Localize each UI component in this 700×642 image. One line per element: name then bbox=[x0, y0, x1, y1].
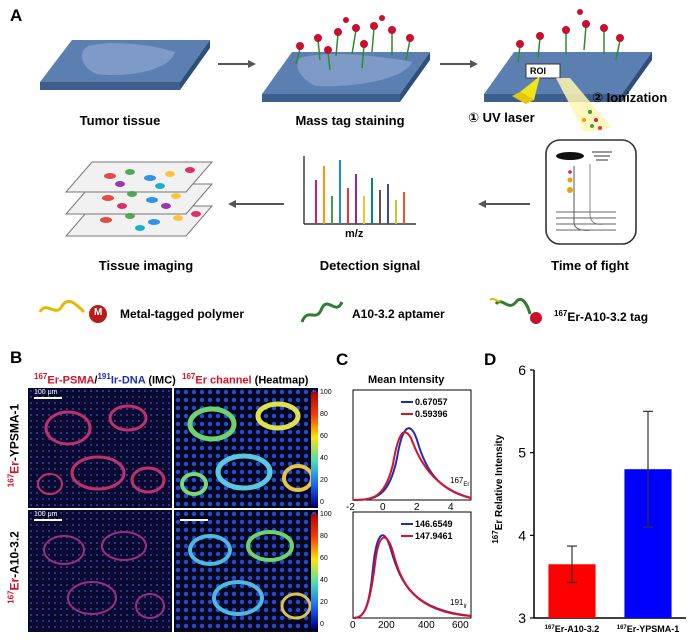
imc-title: 167Er-PSMA/191Ir-DNA (IMC) bbox=[34, 372, 176, 387]
c-top-xtick: 2 bbox=[414, 502, 420, 513]
ylabel-wrap: 167Er Relative Intensity bbox=[490, 400, 506, 580]
panel-label-a: A bbox=[10, 6, 23, 25]
heatmap-image-a10 bbox=[174, 510, 318, 632]
step-tumor-tissue: Tumor tissue bbox=[79, 113, 161, 128]
legend-top-red: 0.59396 bbox=[415, 409, 448, 419]
chart-ylabel: 167Er Relative Intensity bbox=[490, 434, 506, 544]
ionization-label: ② Ionization bbox=[592, 90, 668, 105]
cb1-tick: 80 bbox=[320, 411, 328, 418]
ionization-plume bbox=[556, 78, 612, 132]
uv-laser-beam bbox=[512, 76, 540, 104]
bar-chart: 3 4 5 6 167Er-A10-3.2 167Er-YPSMA-1 bbox=[518, 362, 686, 634]
uv-laser-label: ① UV laser bbox=[468, 110, 535, 125]
imc-image-ypsma: 100 μm bbox=[28, 388, 172, 508]
ionization-slide bbox=[484, 52, 652, 102]
colorbars bbox=[311, 392, 318, 628]
hist-167er-red bbox=[352, 431, 472, 501]
c-bottom-xtick: 400 bbox=[418, 620, 435, 631]
legend-top-blue: 0.67057 bbox=[415, 397, 448, 407]
cb2-tick: 80 bbox=[320, 533, 328, 540]
mass-tags-ionization bbox=[517, 25, 621, 63]
mass-tags-staining bbox=[295, 27, 411, 71]
channel-label-167er: 167Er bbox=[450, 476, 470, 488]
mz-label: m/z bbox=[345, 228, 364, 240]
detection-spectrum bbox=[303, 156, 416, 225]
cb2-tick: 0 bbox=[320, 621, 324, 628]
imc-image-a10: 100 μm bbox=[28, 510, 172, 632]
metal-beads-ionization bbox=[516, 9, 624, 48]
time-of-flight-device bbox=[545, 139, 637, 245]
aptamer-glyph bbox=[300, 301, 344, 323]
roi-label: ROI bbox=[530, 66, 547, 76]
legend-bottom-blue: 146.6549 bbox=[415, 519, 453, 529]
cb1-tick: 100 bbox=[320, 389, 332, 396]
mass-tag-slide bbox=[262, 52, 430, 102]
mean-intensity-title: Mean Intensity bbox=[368, 374, 445, 386]
cb1-tick: 40 bbox=[320, 455, 328, 462]
polymer-m-symbol: M bbox=[94, 307, 103, 318]
cb2-tick: 100 bbox=[320, 511, 332, 518]
arrow-right-2 bbox=[440, 60, 478, 68]
legend-bottom-red: 147.9461 bbox=[415, 531, 453, 541]
histogram-plots bbox=[352, 389, 472, 619]
step-mass-tag-staining: Mass tag staining bbox=[295, 113, 405, 128]
scalebar-label-1: 100 μm bbox=[34, 389, 58, 396]
polymer-glyph bbox=[38, 299, 107, 323]
y-tick-label: 4 bbox=[518, 527, 526, 543]
y-tick-label: 3 bbox=[518, 610, 526, 626]
cb1-tick: 0 bbox=[320, 499, 324, 506]
cb1-tick: 60 bbox=[320, 433, 328, 440]
channel-label-191ir: 191Ir bbox=[450, 598, 468, 610]
schematic-graphics bbox=[38, 9, 652, 324]
cb1-tick: 20 bbox=[320, 477, 328, 484]
panel-label-c: C bbox=[336, 350, 349, 369]
cb2-tick: 20 bbox=[320, 599, 328, 606]
legend-polymer: Metal-tagged polymer bbox=[120, 307, 245, 321]
category-label: 167Er-YPSMA-1 bbox=[617, 624, 680, 634]
metal-beads-staining bbox=[296, 15, 414, 54]
heatmap-image-ypsma bbox=[174, 388, 318, 508]
step-tissue-imaging: Tissue imaging bbox=[98, 258, 194, 273]
legend-aptamer: A10-3.2 aptamer bbox=[352, 307, 445, 321]
arrow-left-1 bbox=[478, 200, 530, 208]
heatmap-title: 167Er channel (Heatmap) bbox=[182, 372, 309, 387]
c-top-xtick: 4 bbox=[448, 502, 454, 513]
c-top-xtick: -2 bbox=[346, 502, 355, 513]
row1-label-wrap: 167Er-YPSMA-1 bbox=[3, 388, 25, 510]
c-top-xtick: 0 bbox=[380, 502, 386, 513]
tag-glyph bbox=[489, 297, 542, 324]
c-bottom-xtick: 0 bbox=[350, 620, 356, 631]
cb2-tick: 40 bbox=[320, 577, 328, 584]
tumor-tissue-slide bbox=[40, 40, 210, 90]
legend-tag: 167Er-A10-3.2 tag bbox=[554, 309, 649, 324]
row2-label-wrap: 167Er-A10-3.2 bbox=[3, 510, 25, 632]
arrow-right-1 bbox=[218, 60, 256, 68]
panel-label-b: B bbox=[10, 348, 23, 367]
row1-label: 167Er-YPSMA-1 bbox=[6, 403, 22, 488]
y-tick-label: 5 bbox=[518, 445, 526, 461]
step-time-of-flight: Time of fight bbox=[551, 258, 629, 273]
cb2-tick: 60 bbox=[320, 555, 328, 562]
c-bottom-xtick: 600 bbox=[452, 620, 469, 631]
tissue-imaging-stack bbox=[64, 161, 214, 237]
scalebar-label-2: 100 μm bbox=[34, 511, 58, 518]
row2-label: 167Er-A10-3.2 bbox=[6, 531, 22, 604]
panel-label-d: D bbox=[484, 350, 497, 369]
category-label: 167Er-A10-3.2 bbox=[545, 624, 600, 634]
step-detection-signal: Detection signal bbox=[319, 258, 421, 273]
c-bottom-xtick: 200 bbox=[378, 620, 395, 631]
hist-191ir-red bbox=[352, 536, 472, 619]
y-tick-label: 6 bbox=[518, 362, 526, 378]
arrow-left-2 bbox=[228, 200, 284, 208]
